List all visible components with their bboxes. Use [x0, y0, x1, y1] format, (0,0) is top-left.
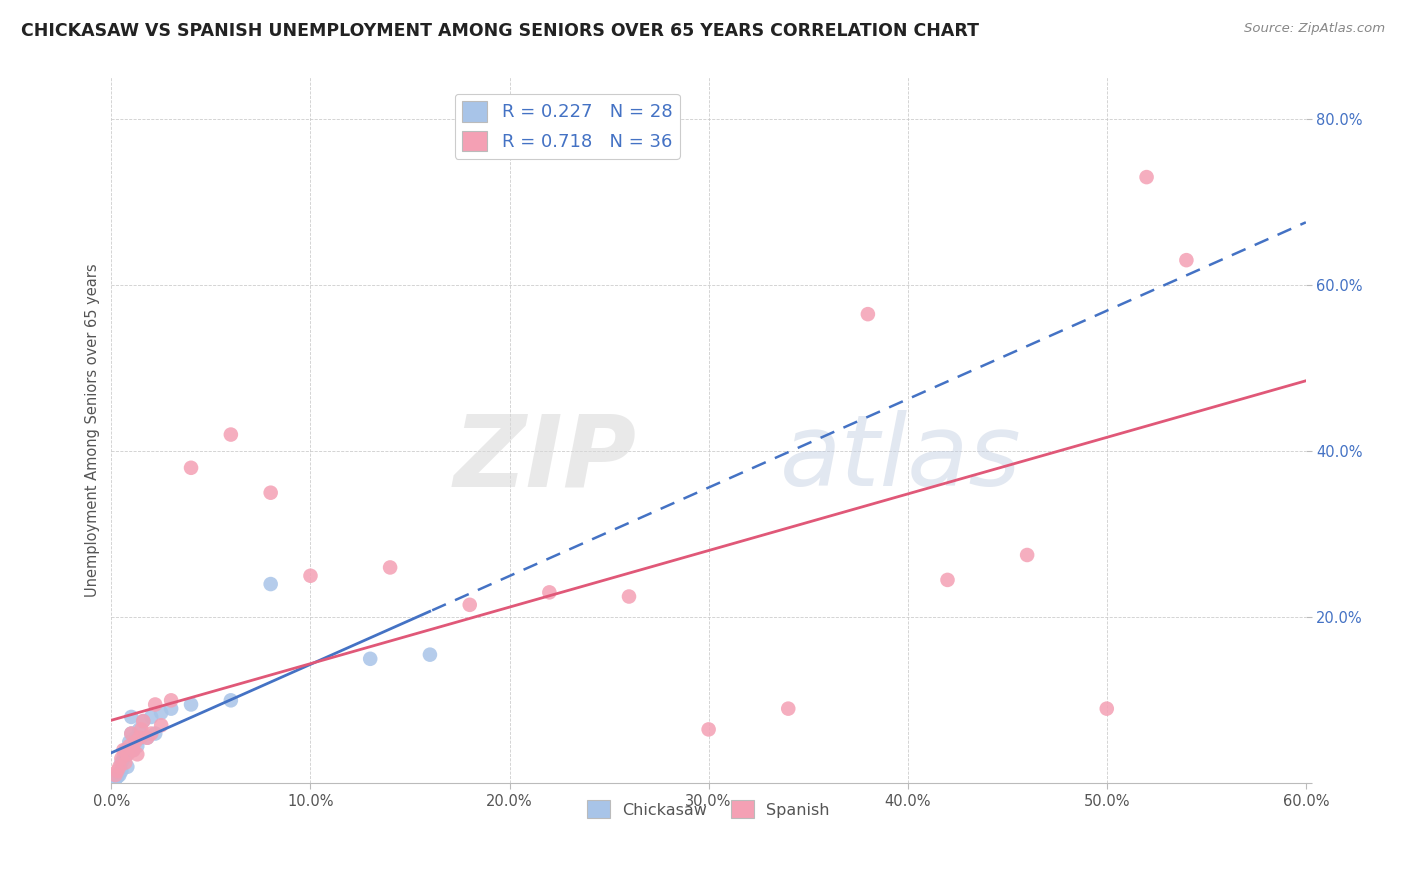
Point: [150, 718, 173, 732]
Point: [260, 485, 283, 500]
Point: [120, 726, 142, 740]
Point: [419, 648, 441, 662]
Point: [458, 598, 481, 612]
Point: [359, 652, 381, 666]
Point: [136, 731, 159, 745]
Point: [538, 585, 561, 599]
Point: [110, 751, 132, 765]
Point: [260, 577, 283, 591]
Point: [117, 747, 139, 762]
Point: [143, 726, 166, 740]
Point: [112, 751, 135, 765]
Point: [129, 723, 152, 737]
Point: [143, 698, 166, 712]
Point: [1095, 701, 1118, 715]
Point: [110, 756, 132, 770]
Point: [108, 768, 131, 782]
Point: [108, 760, 131, 774]
Point: [129, 731, 152, 745]
Point: [617, 590, 640, 604]
Point: [219, 693, 242, 707]
Point: [120, 726, 142, 740]
Point: [114, 756, 136, 770]
Point: [114, 743, 136, 757]
Point: [104, 768, 127, 782]
Legend: Chickasaw, Spanish: Chickasaw, Spanish: [581, 794, 837, 825]
Point: [120, 710, 142, 724]
Point: [299, 568, 322, 582]
Point: [936, 573, 959, 587]
Point: [105, 770, 128, 784]
Text: ZIP: ZIP: [454, 410, 637, 508]
Point: [132, 714, 155, 728]
Point: [118, 735, 141, 749]
Point: [778, 701, 800, 715]
Point: [124, 735, 146, 749]
Point: [122, 743, 145, 757]
Text: atlas: atlas: [780, 410, 1022, 508]
Point: [117, 760, 139, 774]
Point: [132, 714, 155, 728]
Point: [160, 701, 183, 715]
Point: [378, 560, 401, 574]
Point: [1135, 170, 1157, 185]
Point: [110, 764, 132, 778]
Text: CHICKASAW VS SPANISH UNEMPLOYMENT AMONG SENIORS OVER 65 YEARS CORRELATION CHART: CHICKASAW VS SPANISH UNEMPLOYMENT AMONG …: [21, 22, 979, 40]
Point: [219, 427, 242, 442]
Point: [127, 739, 149, 753]
Text: Source: ZipAtlas.com: Source: ZipAtlas.com: [1244, 22, 1385, 36]
Point: [141, 726, 163, 740]
Point: [180, 698, 202, 712]
Point: [104, 772, 127, 787]
Point: [112, 743, 135, 757]
Y-axis label: Unemployment Among Seniors over 65 years: Unemployment Among Seniors over 65 years: [86, 264, 100, 598]
Point: [160, 693, 183, 707]
Point: [856, 307, 879, 321]
Point: [150, 706, 173, 720]
Point: [128, 723, 150, 737]
Point: [136, 731, 159, 745]
Point: [105, 764, 128, 778]
Point: [1175, 253, 1198, 268]
Point: [128, 731, 150, 745]
Point: [117, 747, 139, 762]
Point: [118, 739, 141, 753]
Point: [124, 731, 146, 745]
Point: [1017, 548, 1039, 562]
Point: [180, 460, 202, 475]
Point: [122, 743, 145, 757]
Point: [141, 710, 163, 724]
Point: [127, 747, 149, 762]
Point: [697, 723, 720, 737]
